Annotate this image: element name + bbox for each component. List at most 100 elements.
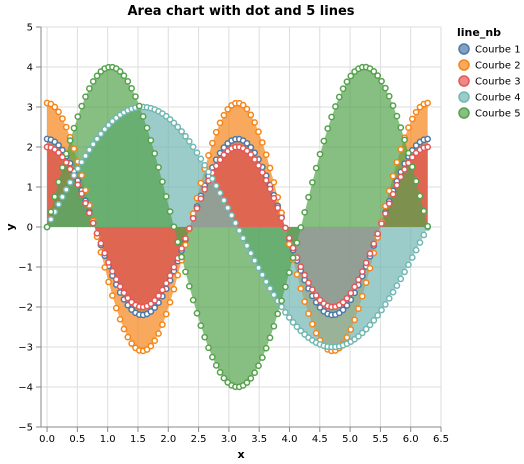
y-tick-label: −4 xyxy=(18,383,33,394)
data-point xyxy=(282,224,289,232)
data-point xyxy=(43,223,51,231)
data-point xyxy=(243,242,251,250)
data-point xyxy=(362,259,370,267)
data-point xyxy=(266,164,274,172)
data-point xyxy=(243,147,251,155)
x-tick-label: 6.5 xyxy=(433,434,449,445)
data-point xyxy=(209,175,216,183)
data-point xyxy=(189,296,197,304)
data-point xyxy=(189,143,197,151)
data-point xyxy=(74,165,82,173)
data-point xyxy=(178,128,185,135)
data-point xyxy=(185,225,193,232)
data-point xyxy=(205,344,212,352)
data-point xyxy=(408,115,416,123)
data-point xyxy=(285,234,293,242)
data-point xyxy=(105,259,112,266)
x-tick-label: 2.5 xyxy=(191,434,207,445)
data-point xyxy=(408,153,416,161)
data-point xyxy=(297,285,305,292)
data-point xyxy=(101,264,109,271)
y-tick-label: 4 xyxy=(27,63,33,74)
data-point xyxy=(270,194,278,202)
data-point xyxy=(139,113,147,120)
data-point xyxy=(358,268,366,276)
data-point xyxy=(74,181,82,189)
y-tick-label: −5 xyxy=(18,423,33,434)
data-point xyxy=(374,312,382,319)
data-point xyxy=(135,102,143,110)
data-point xyxy=(243,105,251,113)
data-point xyxy=(270,178,278,186)
data-point xyxy=(301,271,308,279)
data-point xyxy=(101,125,109,133)
data-point xyxy=(339,298,347,306)
data-point xyxy=(155,330,162,337)
data-point xyxy=(282,283,289,291)
data-point xyxy=(159,321,166,328)
dot-layer xyxy=(43,63,432,391)
data-point xyxy=(205,168,212,176)
dots-courbe-4 xyxy=(43,103,432,351)
data-point xyxy=(347,72,355,80)
data-point xyxy=(255,362,262,370)
x-tick-label: 5.5 xyxy=(372,434,388,445)
data-point xyxy=(385,200,393,208)
area-courbe-5 xyxy=(47,67,428,387)
data-point xyxy=(51,103,59,111)
data-point xyxy=(297,224,305,231)
data-point xyxy=(316,304,324,311)
data-point xyxy=(193,309,201,317)
data-point xyxy=(308,320,316,328)
data-point xyxy=(355,276,362,284)
data-point xyxy=(343,334,351,341)
data-point xyxy=(255,264,262,272)
data-point xyxy=(339,306,347,314)
legend-label: Courbe 5 xyxy=(475,109,521,120)
data-point xyxy=(378,77,385,85)
data-point xyxy=(397,146,405,153)
data-point xyxy=(358,329,366,337)
data-point xyxy=(132,93,139,100)
data-point xyxy=(109,292,116,299)
dots-courbe-5 xyxy=(43,63,432,391)
data-point xyxy=(351,316,358,324)
data-point xyxy=(405,159,412,167)
data-point xyxy=(408,163,416,171)
data-point xyxy=(166,298,174,306)
x-tick-label: 0.5 xyxy=(69,434,85,445)
x-tick-label: 4.0 xyxy=(282,434,298,445)
data-point xyxy=(374,72,382,79)
data-point xyxy=(59,164,66,171)
data-point xyxy=(112,304,120,312)
legend-title: line_nb xyxy=(457,26,501,39)
data-point xyxy=(385,92,393,100)
data-point xyxy=(62,159,70,166)
data-point xyxy=(143,124,151,132)
data-point xyxy=(82,199,89,207)
data-point xyxy=(170,263,178,271)
data-point xyxy=(212,162,220,170)
y-tick-label: −2 xyxy=(18,303,33,314)
data-point xyxy=(259,354,266,361)
data-point xyxy=(82,93,89,101)
data-point xyxy=(174,238,182,246)
data-point xyxy=(397,173,405,181)
data-point xyxy=(320,137,328,145)
x-tick-label: 4.5 xyxy=(312,434,328,445)
data-point xyxy=(262,177,270,184)
data-point xyxy=(289,254,297,262)
data-point xyxy=(259,139,266,146)
data-point xyxy=(312,292,320,299)
data-point xyxy=(297,263,305,271)
data-point xyxy=(347,326,355,333)
data-point xyxy=(312,164,320,172)
data-point xyxy=(316,296,324,304)
data-point xyxy=(251,257,259,264)
data-point xyxy=(55,108,62,116)
data-point xyxy=(155,163,162,171)
data-point xyxy=(120,289,128,297)
data-point xyxy=(266,285,274,292)
data-point xyxy=(239,101,247,109)
data-point xyxy=(293,323,301,331)
